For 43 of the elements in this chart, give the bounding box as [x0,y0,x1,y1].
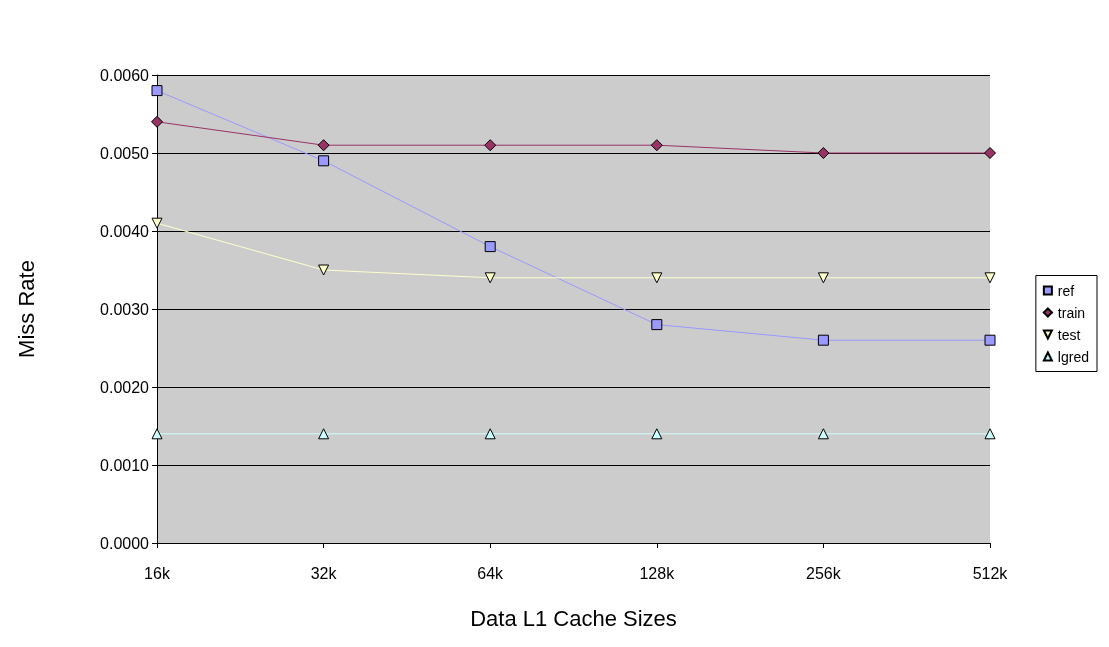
point [484,428,496,440]
y-tick-label: 0.0050 [100,144,150,162]
point [151,115,163,128]
point [817,334,829,346]
point [651,319,663,331]
point [650,139,663,152]
y-tick-label: 0.0020 [100,378,150,396]
legend-label: test [1057,326,1081,343]
y-axis-title: Miss Rate [13,260,39,358]
x-tick-label: 512k [972,564,1009,582]
legend-label: train [1057,304,1086,321]
point [651,428,663,440]
point [484,139,497,152]
point [317,139,330,152]
point [984,272,996,284]
y-tick-label: 0.0030 [100,300,150,318]
x-axis-title: Data L1 Cache Sizes [470,605,677,631]
y-tick-label: 0.0060 [100,66,150,84]
point [318,155,330,167]
point [984,334,996,346]
point [151,85,163,97]
legend-label: ref [1057,282,1075,299]
point [984,147,996,159]
legend-label: lgred [1057,348,1090,365]
y-tick-label: 0.0010 [100,456,150,474]
point [817,428,829,440]
point [484,272,496,284]
x-tick-label: 128k [639,564,676,582]
y-tick-label: 0.0040 [100,222,150,240]
point [151,217,163,229]
x-tick-label: 16k [144,564,171,582]
point [318,264,330,276]
point [318,428,330,440]
point [484,241,496,253]
point [151,428,163,440]
y-tick-label: 0.0000 [100,534,150,552]
x-tick-label: 32k [310,564,338,582]
point [817,147,830,159]
x-tick-label: 64k [477,564,505,582]
point [984,428,996,440]
point [651,272,663,284]
point [817,272,829,284]
x-tick-label: 256k [806,564,842,582]
